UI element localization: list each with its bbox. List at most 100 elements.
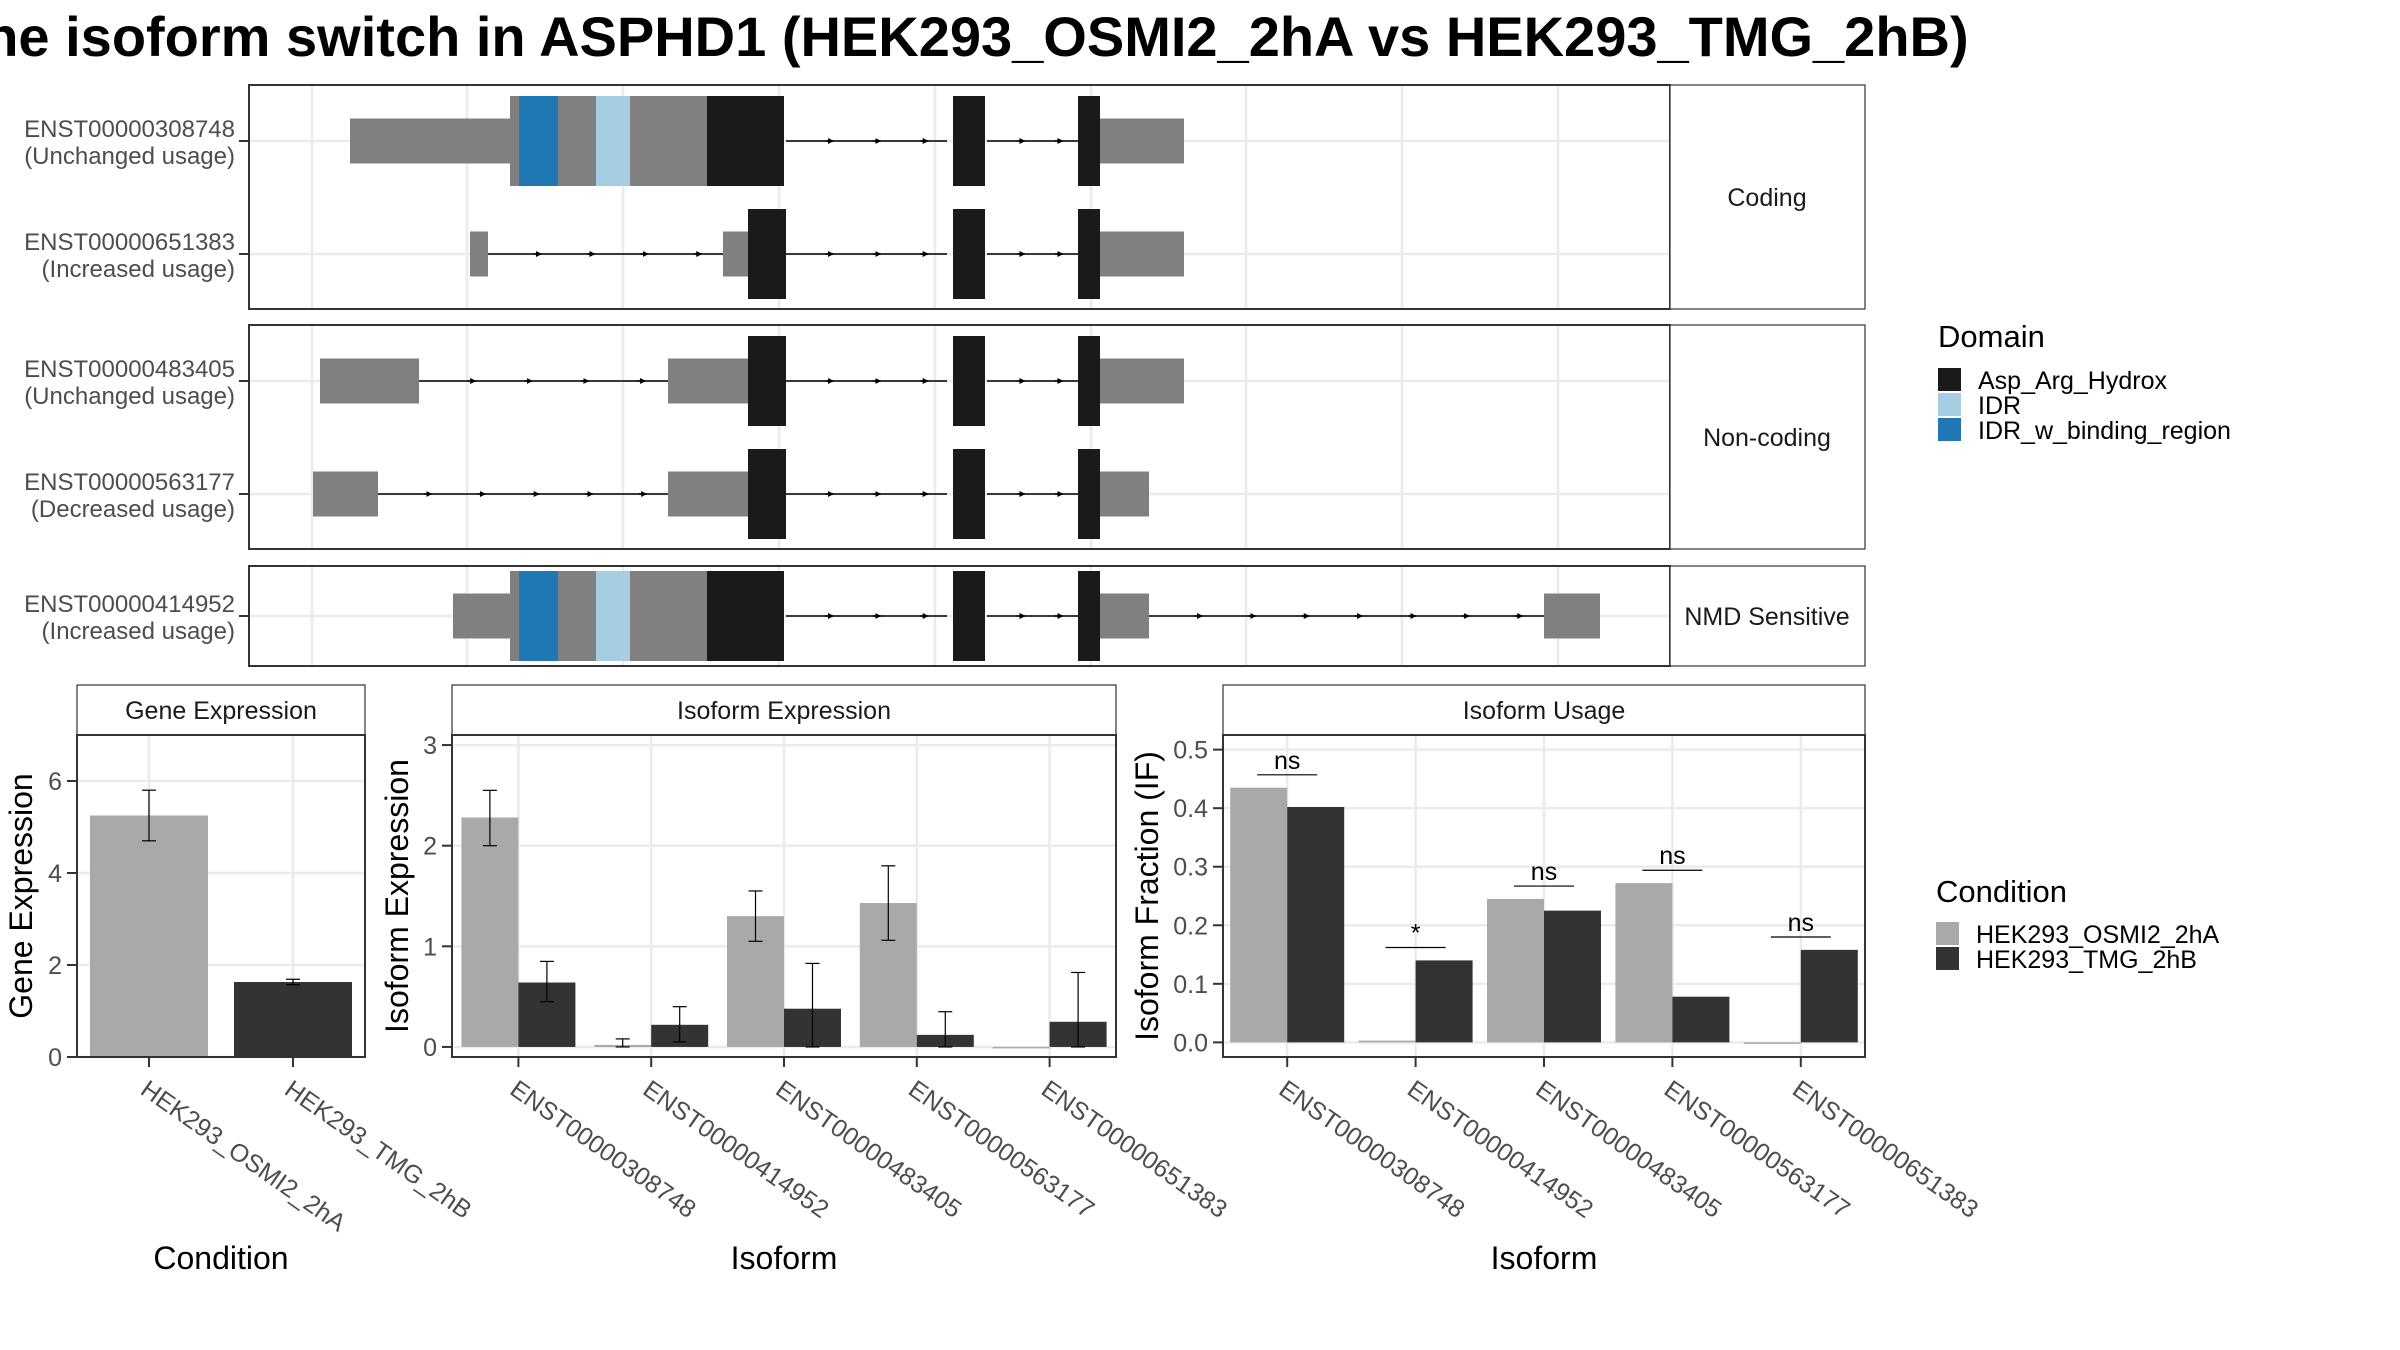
transcript-usage-label: (Increased usage) <box>42 618 235 645</box>
y-tick-label: 0.1 <box>1173 971 1208 999</box>
exon-block <box>350 118 513 164</box>
domain-legend: Domain Asp_Arg_Hydrox IDR IDR_w_binding_… <box>1938 319 2231 445</box>
transcript-id-label: ENST00000651383 <box>24 229 235 256</box>
transcript-id-label: ENST00000414952 <box>24 591 235 618</box>
bar <box>1800 949 1858 1043</box>
facet-strip-label-non-coding: Non-coding <box>1703 424 1831 452</box>
isoform-expression-panel: Isoform Expression 0123ENST00000308748EN… <box>379 684 1232 1276</box>
exon-block <box>1544 593 1600 639</box>
bar <box>1358 1040 1416 1043</box>
condition-legend: Condition HEK293_OSMI2_2hA HEK293_TMG_2h… <box>1936 874 2220 974</box>
exon-block <box>1100 358 1184 404</box>
exon-block <box>668 471 752 517</box>
exon-block <box>953 449 985 539</box>
figure-title: The isoform switch in ASPHD1 (HEK293_OSM… <box>0 5 1969 68</box>
y-tick-label: 4 <box>48 860 62 888</box>
y-tick-label: 1 <box>423 933 437 961</box>
exon-block <box>723 231 750 277</box>
legend-key-tmg <box>1936 947 1959 970</box>
significance-label: ns <box>1531 858 1557 886</box>
significance-label: ns <box>1659 842 1685 870</box>
legend-label-idr: IDR <box>1978 392 2021 420</box>
y-tick-label: 0.4 <box>1173 795 1208 823</box>
exon-block <box>707 96 784 186</box>
isoform-expression-border <box>451 734 1117 1058</box>
gene-expression-strip-label: Gene Expression <box>125 697 317 725</box>
exon-block <box>748 336 786 426</box>
transcript-usage-label: (Increased usage) <box>42 256 235 283</box>
legend-key-osmi2 <box>1936 922 1959 945</box>
significance-label: ns <box>1788 909 1814 937</box>
facet-strip-label-coding: Coding <box>1727 184 1806 212</box>
facet-strip-label-nmd-sensitive: NMD Sensitive <box>1684 603 1849 631</box>
bar <box>234 982 352 1057</box>
transcript-usage-label: (Unchanged usage) <box>24 143 235 170</box>
bar <box>90 815 208 1057</box>
y-tick-label: 6 <box>48 768 62 796</box>
bar <box>1287 807 1345 1043</box>
exon-block <box>1078 96 1100 186</box>
bar <box>1230 787 1288 1043</box>
significance-label: * <box>1411 920 1421 948</box>
legend-label-asp-arg-hydrox: Asp_Arg_Hydrox <box>1978 367 2167 395</box>
exon-block <box>1100 118 1184 164</box>
exon-block <box>1100 593 1149 639</box>
bar <box>992 1046 1050 1049</box>
y-tick-label: 2 <box>48 952 62 980</box>
transcript-usage-label: (Unchanged usage) <box>24 383 235 410</box>
facet-strip-non-coding <box>1669 324 1866 550</box>
exon-block <box>320 358 419 404</box>
isoform-usage-strip-label: Isoform Usage <box>1463 697 1626 725</box>
y-tick-label: 0 <box>423 1034 437 1062</box>
isoform-expression-plot: 0123ENST00000308748ENST00000414952ENST00… <box>423 732 1232 1224</box>
exon-block <box>953 336 985 426</box>
exon-block <box>668 358 752 404</box>
y-tick-label: 2 <box>423 833 437 861</box>
legend-key-idr <box>1938 393 1961 416</box>
y-tick-label: 0.5 <box>1173 737 1208 765</box>
exon-block <box>953 96 985 186</box>
legend-label-tmg: HEK293_TMG_2hB <box>1976 946 2197 974</box>
y-tick-label: 3 <box>423 732 437 760</box>
bar <box>1743 1042 1801 1044</box>
facet-strip-nmd-sensitive <box>1669 565 1866 667</box>
legend-key-idr-w-binding-region <box>1938 418 1961 441</box>
transcript-usage-label: (Decreased usage) <box>31 496 235 523</box>
transcript-id-label: ENST00000563177 <box>24 469 235 496</box>
exon-block <box>953 571 985 661</box>
exon-block <box>453 593 513 639</box>
isoform-usage-border <box>1222 734 1866 1058</box>
isoform-usage-ylabel: Isoform Fraction (IF) <box>1129 751 1165 1041</box>
exon-block <box>1100 231 1184 277</box>
isoform-usage-panel: Isoform Usage 0.00.10.20.30.40.5ENST0000… <box>1129 684 1983 1276</box>
exon-block <box>1100 471 1149 517</box>
transcript-structure-panels: ENST00000308748(Unchanged usage)ENST0000… <box>24 84 1866 667</box>
condition-legend-title: Condition <box>1936 874 2067 909</box>
bar <box>1544 910 1601 1043</box>
exon-block <box>707 571 784 661</box>
exon-block <box>1078 209 1100 299</box>
significance-label: ns <box>1274 747 1300 775</box>
bar <box>1672 996 1730 1043</box>
transcript-id-label: ENST00000308748 <box>24 116 235 143</box>
bar <box>461 817 519 1047</box>
exon-block <box>519 96 558 186</box>
exon-block <box>748 209 786 299</box>
exon-block <box>313 471 378 517</box>
isoform-usage-xlabel: Isoform <box>1491 1240 1598 1276</box>
exon-block <box>519 571 558 661</box>
legend-label-osmi2: HEK293_OSMI2_2hA <box>1976 921 2220 949</box>
bar <box>1487 898 1544 1043</box>
y-tick-label: 0.0 <box>1173 1029 1208 1057</box>
exon-block <box>596 96 630 186</box>
domain-legend-title: Domain <box>1938 319 2045 354</box>
isoform-expression-strip-label: Isoform Expression <box>677 697 891 725</box>
y-tick-label: 0.3 <box>1173 854 1208 882</box>
exon-block <box>1078 336 1100 426</box>
exon-block <box>1078 449 1100 539</box>
exon-block <box>596 571 630 661</box>
y-tick-label: 0 <box>48 1044 62 1072</box>
isoform-usage-strip <box>1222 684 1866 736</box>
isoform-usage-plot: 0.00.10.20.30.40.5ENST00000308748ENST000… <box>1173 735 1983 1224</box>
isoform-expression-ylabel: Isoform Expression <box>379 759 415 1033</box>
